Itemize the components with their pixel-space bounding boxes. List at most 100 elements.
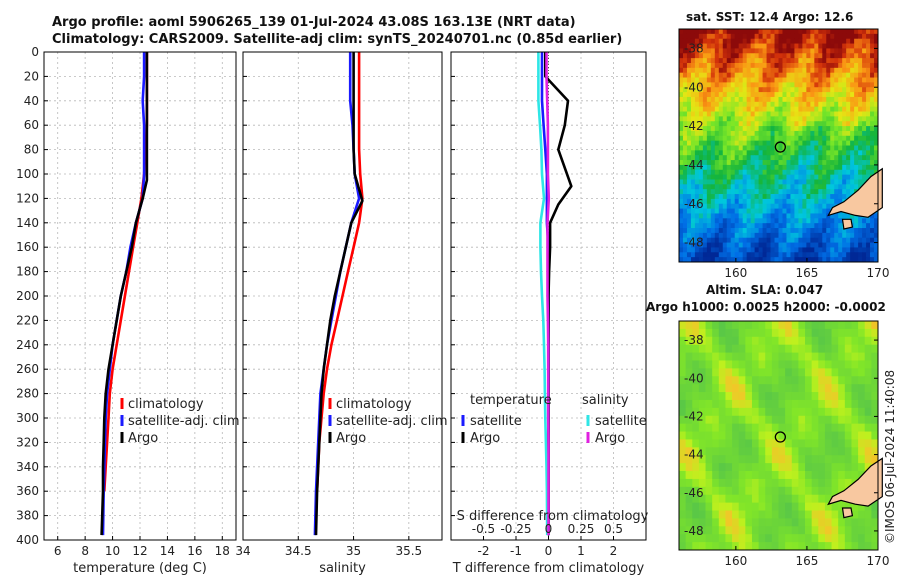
map-cell (734, 237, 740, 243)
map-cell (778, 510, 786, 519)
map-cell (846, 232, 851, 239)
map-cell (798, 126, 803, 132)
map-cell (694, 77, 700, 83)
map-cell (692, 455, 700, 464)
map-cell (698, 526, 706, 535)
map-cell (806, 135, 811, 142)
map-cell (751, 542, 759, 551)
map-cell (850, 257, 855, 263)
map-cell (854, 135, 859, 142)
map-cell (786, 29, 791, 35)
map-cell (751, 478, 759, 488)
map-cell (822, 77, 827, 83)
map-cell (714, 106, 720, 112)
map-cell (698, 106, 704, 112)
map-cell (726, 179, 732, 185)
map-cell (778, 368, 786, 377)
map-cell (818, 155, 823, 161)
map-cell (791, 344, 799, 353)
map-cell (734, 33, 740, 40)
map-cell (874, 242, 879, 248)
map-cell (706, 257, 712, 263)
map-cell (806, 116, 811, 122)
map-cell (854, 160, 859, 166)
map-cell (866, 96, 871, 103)
map-cell (725, 431, 733, 440)
map-cell (811, 321, 819, 330)
map-cell (770, 48, 775, 54)
map-cell (698, 160, 704, 166)
map-cell (830, 228, 835, 234)
map-cell (710, 223, 716, 229)
map-cell (846, 121, 851, 127)
map-cell (690, 62, 696, 69)
map-cell (782, 232, 787, 239)
map-cell (738, 415, 746, 425)
map-cell (682, 174, 688, 180)
map-cell (698, 174, 704, 180)
map-cell (870, 228, 875, 234)
map-cell (811, 392, 819, 401)
depth-tick-label: 60 (24, 118, 39, 132)
map-cell (694, 189, 700, 195)
map-cell (758, 223, 763, 229)
map-cell (682, 72, 688, 78)
differences-xtick-label: -1 (510, 544, 522, 558)
map-cell (831, 415, 839, 425)
map-cell (712, 376, 720, 385)
map-cell (818, 111, 823, 117)
map-cell (814, 43, 819, 49)
map-cell (698, 252, 704, 258)
map-cell (866, 48, 871, 54)
map-cell (738, 169, 744, 176)
map-cell (679, 126, 684, 132)
map-cell (732, 368, 740, 377)
map-cell (718, 494, 726, 504)
map-cell (710, 194, 716, 200)
map-cell (874, 140, 879, 146)
map-cell (710, 87, 716, 93)
map-cell (818, 208, 823, 214)
map-cell (710, 82, 716, 88)
map-cell (706, 62, 712, 69)
map-cell (698, 463, 706, 472)
map-cell (851, 415, 859, 425)
map-cell (758, 257, 763, 263)
map-cell (822, 48, 827, 54)
map-cell (834, 169, 839, 176)
map-cell (714, 62, 720, 69)
map-cell (842, 213, 847, 219)
map-cell (726, 43, 732, 49)
map-cell (782, 38, 787, 44)
map-cell (758, 150, 763, 156)
map-cell (710, 33, 716, 40)
map-cell (734, 203, 740, 209)
map-cell (750, 198, 756, 205)
map-cell (692, 502, 700, 511)
map-cell (682, 155, 688, 161)
map-cell (838, 321, 846, 330)
map-cell (734, 257, 740, 263)
map-cell (738, 33, 744, 40)
map-cell (751, 447, 759, 456)
map-cell (818, 407, 826, 417)
map-cell (770, 218, 775, 224)
map-cell (685, 542, 693, 551)
map-cell (778, 198, 783, 205)
map-cell (871, 321, 879, 330)
map-cell (710, 126, 716, 132)
map-cell (686, 194, 692, 200)
map-cell (698, 447, 706, 456)
map-cell (690, 189, 696, 195)
map-cell (758, 96, 763, 103)
map-cell (679, 33, 684, 40)
map-cell (714, 145, 720, 151)
map-cell (754, 130, 759, 137)
map-cell (771, 376, 779, 385)
map-cell (722, 174, 728, 180)
map-cell (866, 29, 871, 35)
map-cell (698, 228, 704, 234)
map-cell (738, 82, 744, 88)
map-cell (782, 184, 787, 190)
map-cell (838, 96, 843, 103)
